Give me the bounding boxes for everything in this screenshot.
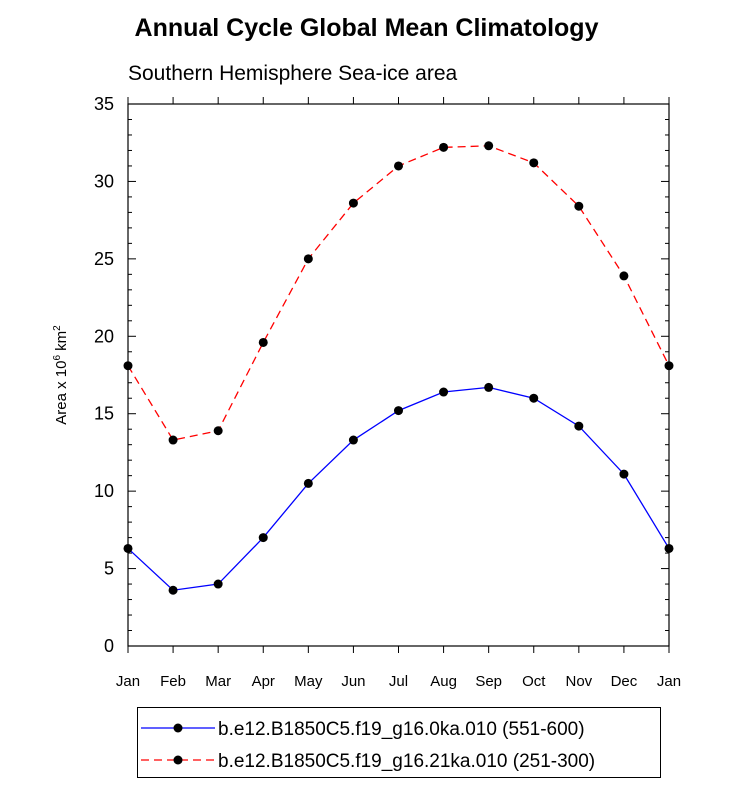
x-tick-label: Jul (389, 673, 408, 690)
plot-frame (127, 103, 670, 647)
x-tick-label: Nov (565, 673, 592, 690)
data-point (168, 435, 178, 445)
series-layer (123, 141, 674, 595)
data-point (619, 469, 629, 479)
legend-item: b.e12.B1850C5.f19_g16.21ka.010 (251-300) (141, 751, 595, 772)
series-line (127, 386, 670, 591)
data-point (303, 478, 313, 488)
data-point (348, 198, 358, 208)
y-tick-label: 5 (104, 559, 114, 579)
data-point (529, 158, 539, 168)
chart-title: Annual Cycle Global Mean Climatology (134, 14, 599, 42)
x-tick-label: Mar (205, 673, 231, 690)
x-tick-label: Aug (430, 673, 457, 690)
x-tick-label: May (294, 673, 323, 690)
data-point (213, 579, 223, 589)
x-tick-label: Feb (160, 673, 186, 690)
x-tick-label: Jan (116, 673, 140, 690)
data-point (168, 585, 178, 595)
data-point (484, 141, 494, 151)
data-point (394, 161, 403, 171)
data-point (123, 361, 133, 371)
x-tick-label: Apr (252, 673, 275, 690)
data-point (484, 382, 494, 392)
data-point (529, 393, 539, 403)
y-tick-labels: 0 5 10 15 20 25 30 35 (94, 94, 114, 656)
y-tick-label: 20 (94, 326, 114, 346)
data-point (258, 533, 268, 543)
data-point (123, 543, 133, 553)
legend-item: b.e12.B1850C5.f19_g16.0ka.010 (551-600) (141, 719, 585, 740)
series-2 (123, 141, 674, 445)
legend-entries: b.e12.B1850C5.f19_g16.0ka.010 (551-600) b… (141, 719, 595, 772)
legend (137, 707, 661, 778)
data-point (439, 387, 449, 397)
x-tick-label: Sep (475, 673, 502, 690)
chart-subtitle: Southern Hemisphere Sea-ice area (128, 62, 458, 85)
data-point (303, 254, 313, 264)
data-point (574, 421, 584, 431)
legend-label: b.e12.B1850C5.f19_g16.21ka.010 (251-300) (218, 751, 595, 772)
data-point (394, 406, 403, 416)
y-tick-label: 10 (94, 481, 114, 501)
y-axis-label: Area x 106 km2 (52, 325, 70, 425)
y-tick-label: 15 (94, 404, 114, 424)
y-tick-label: 0 (104, 636, 114, 656)
axis-ticks (127, 97, 670, 653)
legend-marker (173, 723, 183, 733)
x-tick-labels: Jan Feb Mar Apr May Jun Jul Aug Sep Oct Nov Dec Jan (116, 673, 681, 690)
legend-label: b.e12.B1850C5.f19_g16.0ka.010 (551-600) (218, 719, 585, 740)
data-point (619, 271, 629, 281)
data-point (439, 142, 449, 152)
data-point (348, 435, 358, 445)
x-tick-label: Dec (611, 673, 638, 690)
data-point (213, 426, 223, 436)
series-line (127, 145, 670, 441)
legend-marker (173, 755, 183, 765)
data-point (664, 361, 674, 371)
y-tick-label: 35 (94, 94, 114, 114)
y-tick-label: 25 (94, 249, 114, 269)
data-point (258, 337, 268, 347)
x-tick-label: Oct (522, 673, 546, 690)
data-point (664, 543, 674, 553)
x-tick-label: Jan (657, 673, 681, 690)
y-tick-label: 30 (94, 171, 114, 191)
series-1 (123, 382, 674, 595)
data-point (574, 201, 584, 211)
x-tick-label: Jun (341, 673, 365, 690)
